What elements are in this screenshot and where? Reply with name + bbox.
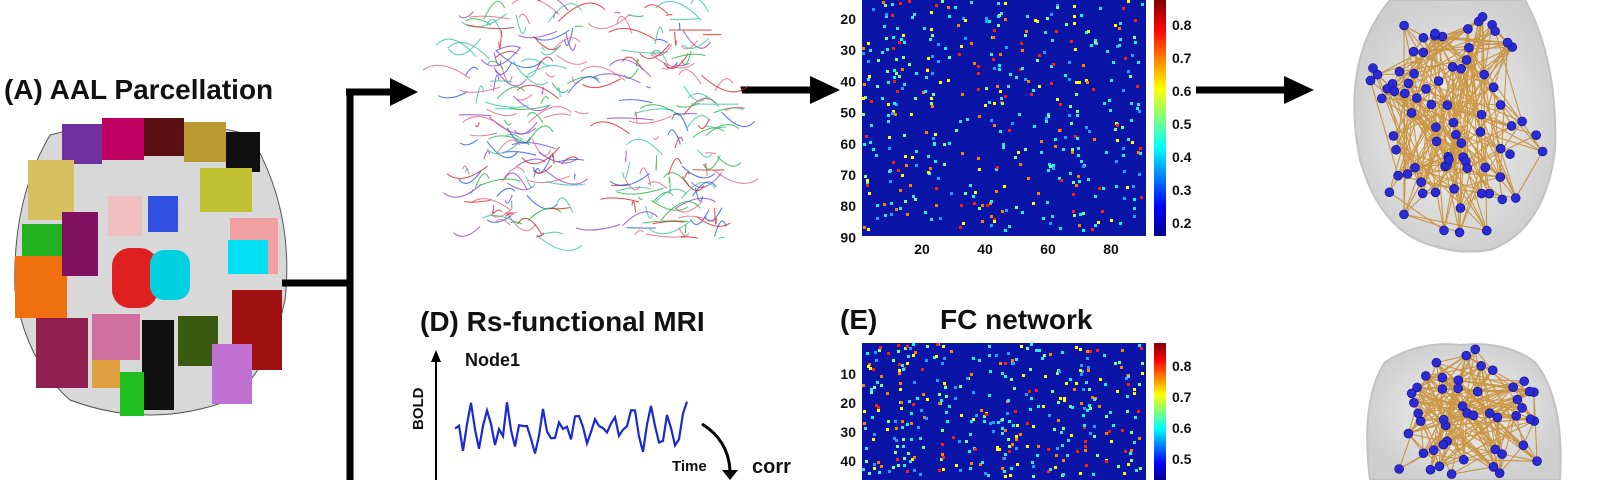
matrix-c-y-tick: 30 [840,42,856,58]
matrix-c-colorbar: 0.8 0.7 0.6 0.5 0.4 0.3 0.2 [1154,0,1192,236]
matrix-c-colorbar-tick: 0.2 [1172,215,1192,231]
matrix-c-colorbar-tick: 0.6 [1172,83,1192,99]
matrix-e-y-tick: 10 [840,366,856,382]
matrix-c-y-tick: 90 [840,229,856,245]
matrix-c-y-tick: 70 [840,167,856,183]
matrix-e-y-tick: 40 [840,453,856,469]
matrix-c-y-tick: 40 [840,73,856,89]
time-axis-label: Time [672,458,707,475]
panel-d-title: (D) Rs-functional MRI [420,306,705,337]
matrix-c-colorbar-tick: 0.4 [1172,149,1192,165]
bold-signal-plot [431,350,738,480]
panel-a-title: (A) AAL Parcellation [4,74,274,105]
matrix-e-colorbar-tick: 0.8 [1172,358,1192,374]
matrix-c-x-tick: 80 [1103,241,1119,257]
structural-network-brain [1353,0,1557,253]
corr-label: corr [752,456,791,478]
matrix-c-x-tick: 60 [1040,241,1056,257]
matrix-c-y-tick: 50 [840,105,856,121]
structural-connectivity-matrix: 20 30 40 50 60 70 80 90 20 40 60 80 [840,0,1146,257]
matrix-e-colorbar-tick: 0.7 [1172,389,1192,405]
panel-e-label: (E) [840,304,878,335]
matrix-c-y-tick: 80 [840,198,856,214]
functional-connectivity-matrix: 10 20 30 40 [840,343,1146,480]
matrix-c-y-tick: 60 [840,136,856,152]
aal-parcellation-image [14,118,288,416]
matrix-c-x-tick: 40 [977,241,993,257]
matrix-e-colorbar-tick: 0.5 [1172,451,1192,467]
matrix-c-y-tick: 20 [840,11,856,27]
matrix-c-colorbar-tick: 0.3 [1172,182,1192,198]
matrix-e-y-tick: 30 [840,424,856,440]
node1-label: Node1 [465,350,521,370]
matrix-c-x-tick: 20 [914,241,930,257]
pipeline-connectors [282,76,1314,480]
matrix-e-colorbar-tick: 0.6 [1172,420,1192,436]
matrix-e-y-tick: 20 [840,395,856,411]
panel-e-title: FC network [940,304,1093,335]
matrix-c-colorbar-tick: 0.5 [1172,116,1192,132]
matrix-c-colorbar-tick: 0.8 [1172,17,1192,33]
functional-network-brain [1366,343,1562,480]
matrix-c-colorbar-tick: 0.7 [1172,50,1192,66]
dti-tractography-image [422,0,759,255]
matrix-e-colorbar: 0.8 0.7 0.6 0.5 [1154,343,1192,480]
